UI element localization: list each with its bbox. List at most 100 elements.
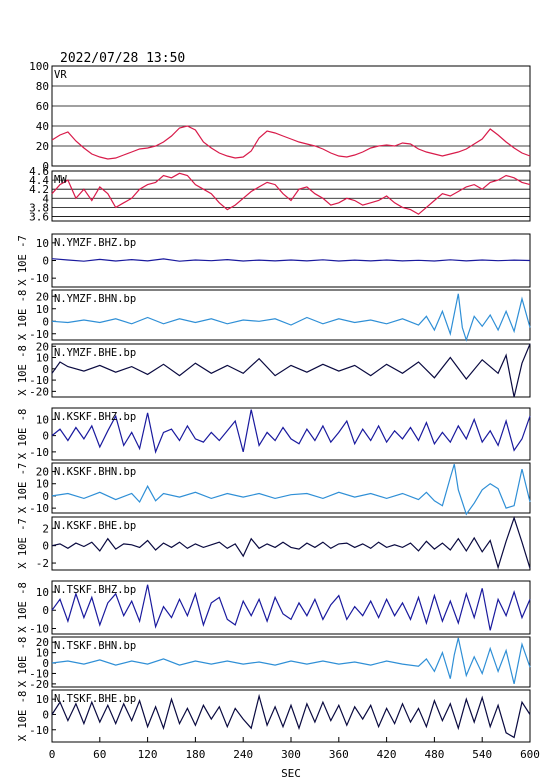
- series-line: [51, 258, 531, 262]
- unit-label: X 10E -7: [17, 463, 29, 514]
- y-tick-label: 20: [36, 290, 49, 303]
- x-tick-label: 480: [424, 748, 444, 761]
- panel-frame: [51, 170, 531, 222]
- panel-label: N.YMZF.BHZ.bp: [54, 237, 136, 249]
- series-line: [51, 637, 531, 685]
- y-tick-label: -20: [29, 678, 49, 691]
- panel-vr: 0 20 40 60 80 100 VR: [29, 60, 531, 173]
- y-tick-label: 10: [36, 352, 49, 365]
- y-tick-label: -10: [29, 374, 49, 387]
- panel-label: N.KSKF.BHN.bp: [54, 466, 136, 478]
- series-line: [51, 293, 531, 342]
- panel-label: MW: [54, 174, 67, 186]
- panel-label: VR: [54, 69, 67, 81]
- x-tick-label: 300: [281, 748, 301, 761]
- y-tick-label: 100: [29, 60, 49, 73]
- series-line: [51, 584, 531, 631]
- series-line: [51, 693, 531, 739]
- panel-label: N.KSKF.BHE.bp: [54, 520, 136, 532]
- y-tick-label: 0: [42, 604, 49, 617]
- unit-label: X 10E -8: [17, 345, 29, 396]
- x-tick-label: 0: [49, 748, 56, 761]
- x-tick-label: 540: [472, 748, 492, 761]
- panel-n-ymzf-bhz-bp: -10 0 10 N.YMZF.BHZ.bp X 10E -7: [17, 233, 531, 288]
- x-tick-label: 420: [377, 748, 397, 761]
- y-tick-label: 10: [36, 693, 49, 706]
- y-tick-label: 0: [42, 490, 49, 503]
- y-tick-label: 40: [36, 120, 49, 133]
- x-tick-label: 120: [138, 748, 158, 761]
- y-tick-label: -10: [29, 446, 49, 459]
- y-tick-label: -10: [29, 272, 49, 285]
- y-tick-label: 80: [36, 80, 49, 93]
- series-line: [51, 343, 531, 398]
- unit-label: X 10E -7: [17, 518, 29, 569]
- y-tick-label: 10: [36, 647, 49, 660]
- x-tick-label: 180: [185, 748, 205, 761]
- y-tick-label: 4.4: [29, 174, 49, 187]
- unit-label: X 10E -8: [17, 409, 29, 460]
- y-tick-label: -10: [29, 502, 49, 515]
- y-tick-label: 0: [42, 315, 49, 328]
- series-line: [51, 516, 531, 570]
- panel-label: N.TSKF.BHE.bp: [54, 693, 136, 705]
- series-line: [51, 409, 531, 454]
- y-tick-label: 0: [42, 363, 49, 376]
- x-tick-label: 240: [233, 748, 253, 761]
- panel-frame: [51, 343, 531, 398]
- y-tick-label: 0: [42, 708, 49, 721]
- x-axis-label: SEC: [281, 767, 301, 780]
- panel-frame: [51, 65, 531, 167]
- y-tick-label: 10: [36, 478, 49, 491]
- y-tick-label: 0: [42, 657, 49, 670]
- series-line: [51, 125, 531, 160]
- panel-label: N.YMZF.BHE.bp: [54, 347, 136, 359]
- y-tick-label: 0: [42, 255, 49, 268]
- panel-label: N.TSKF.BHN.bp: [54, 640, 136, 652]
- panel-frame: [51, 580, 531, 635]
- unit-label: X 10E -7: [17, 235, 29, 286]
- y-tick-label: -10: [29, 667, 49, 680]
- panel-frame: [51, 407, 531, 461]
- y-tick-label: 4.2: [29, 183, 49, 196]
- unit-label: X 10E -8: [17, 582, 29, 633]
- y-tick-label: 3.6: [29, 210, 49, 223]
- y-tick-label: 0: [42, 430, 49, 443]
- panel-n-tskf-bhz-bp: -10 0 10 N.TSKF.BHZ.bp X 10E -8: [17, 580, 531, 636]
- panel-mw: 3.63.844.24.44.6 MW: [29, 165, 531, 223]
- panel-label: N.KSKF.BHZ.bp: [54, 411, 136, 423]
- series-line: [51, 172, 531, 215]
- y-tick-label: -2: [36, 557, 49, 570]
- y-tick-label: -10: [29, 623, 49, 636]
- y-tick-label: 20: [36, 636, 49, 649]
- y-tick-label: 2: [42, 522, 49, 535]
- x-tick-label: 600: [520, 748, 540, 761]
- y-tick-label: 20: [36, 340, 49, 353]
- y-tick-label: -10: [29, 724, 49, 737]
- y-tick-label: -20: [29, 385, 49, 398]
- panel-n-kskf-bhz-bp: -10 0 10 N.KSKF.BHZ.bp X 10E -8: [17, 407, 531, 461]
- y-tick-label: 10: [36, 303, 49, 316]
- y-tick-label: 3.8: [29, 201, 49, 214]
- y-tick-label: -10: [29, 328, 49, 341]
- y-tick-label: 10: [36, 586, 49, 599]
- panel-frame: [51, 462, 531, 514]
- y-tick-label: 60: [36, 100, 49, 113]
- series-line: [51, 464, 531, 516]
- y-tick-label: 0: [42, 160, 49, 173]
- chart-title: 2022/07/28 13:50: [60, 51, 185, 66]
- x-tick-label: 60: [93, 748, 106, 761]
- panel-frame: [51, 289, 531, 341]
- x-axis: 0 60 120 180 240 300 360 420 480 540 600: [49, 737, 540, 761]
- unit-label: X 10E -8: [17, 290, 29, 341]
- unit-label: X 10E -8: [17, 637, 29, 688]
- y-tick-label: 20: [36, 466, 49, 479]
- y-tick-label: 4: [42, 192, 49, 205]
- panel-frame: [51, 516, 531, 571]
- unit-label: X 10E -8: [17, 691, 29, 742]
